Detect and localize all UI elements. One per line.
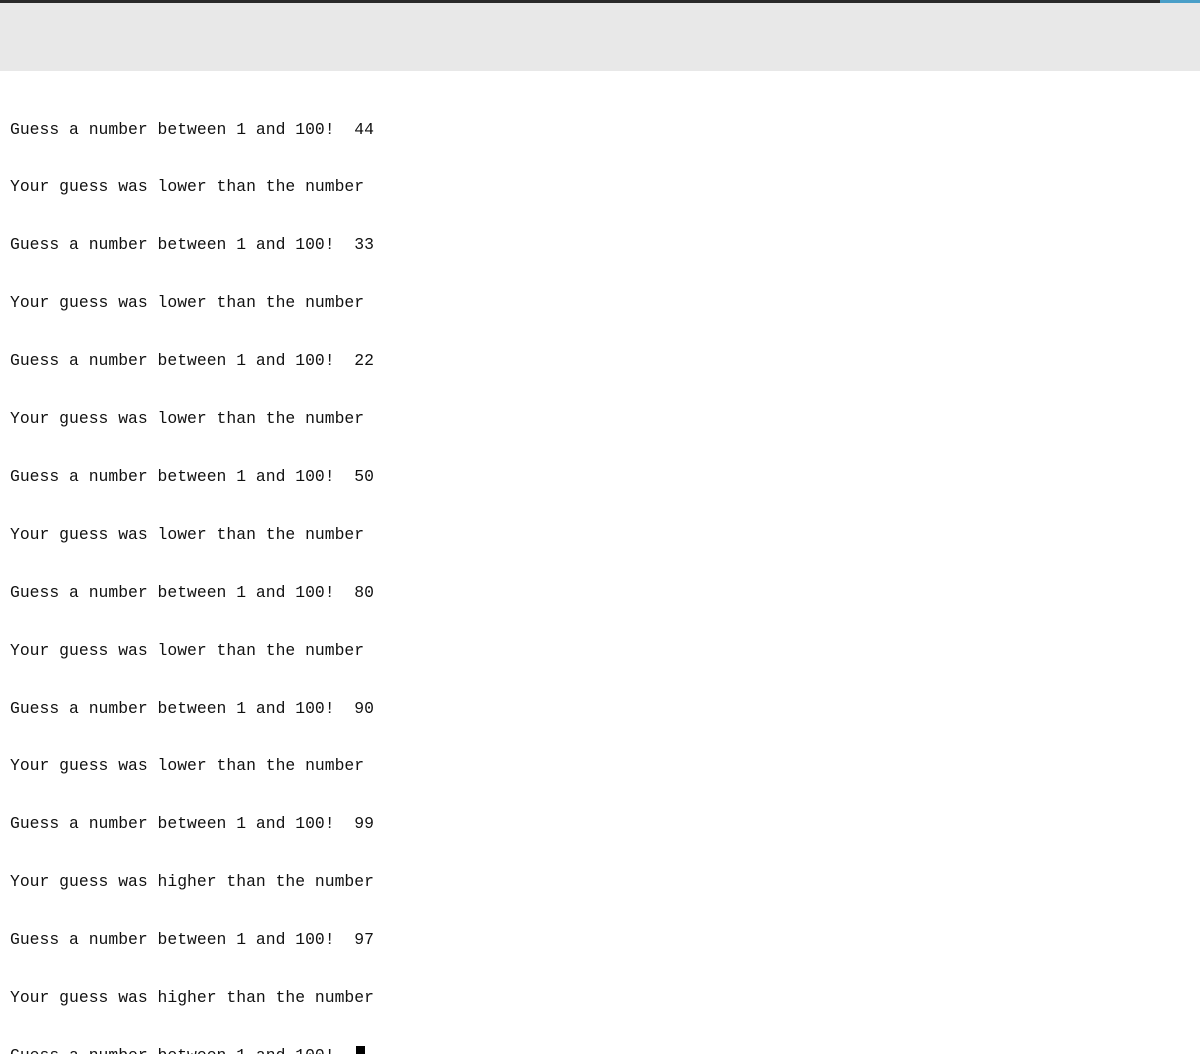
console-line: Guess a number between 1 and 100! 80 [10,582,374,602]
console-output: Guess a number between 1 and 100! 44 You… [10,81,374,1054]
console-line: Guess a number between 1 and 100! 90 [10,698,374,718]
loading-indicator [1160,0,1200,3]
console-line: Guess a number between 1 and 100! 97 [10,930,374,950]
console-line: Your guess was lower than the number [10,409,365,429]
console-line: Your guess was lower than the number [10,640,365,660]
console-line: Your guess was lower than the number [10,293,365,313]
console-line: Guess a number between 1 and 100! 99 [10,814,374,834]
header-area [0,3,1200,71]
console-line: Your guess was lower than the number [10,524,365,544]
console-line: Your guess was higher than the number [10,987,374,1007]
console-line: Your guess was lower than the number [10,177,365,197]
input-prompt: Guess a number between 1 and 100! [10,1046,354,1054]
console-line: Guess a number between 1 and 100! 44 [10,119,374,139]
console-input-line[interactable]: Guess a number between 1 and 100! [10,1045,374,1054]
text-cursor [356,1045,366,1054]
console-line: Guess a number between 1 and 100! 22 [10,351,374,371]
console-line: Your guess was higher than the number [10,872,374,892]
console-line: Guess a number between 1 and 100! 33 [10,235,374,255]
console-line: Your guess was lower than the number [10,756,365,776]
console-line: Guess a number between 1 and 100! 50 [10,466,374,486]
top-bar [0,0,1200,3]
